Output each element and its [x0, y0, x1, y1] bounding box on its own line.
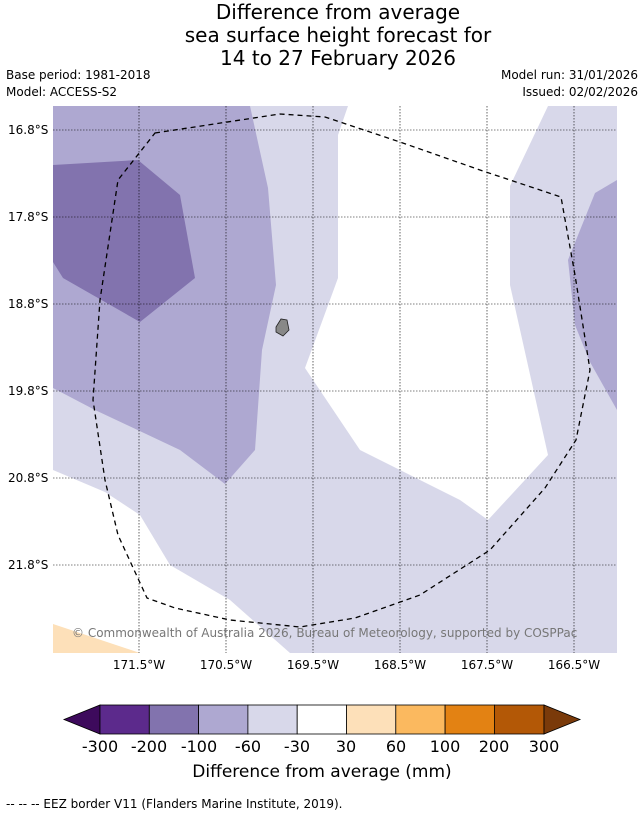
contour-band-plus30: [53, 624, 140, 653]
lon-label: 169.5°W: [286, 658, 340, 672]
lat-label: 16.8°S: [8, 123, 49, 137]
contour-band-zero-east: [305, 106, 617, 520]
colorbar-tick: -100: [180, 737, 218, 756]
colorbar-segment: [444, 704, 495, 735]
colorbar: [62, 704, 582, 735]
lat-label: 17.8°S: [8, 210, 49, 224]
lon-label: 168.5°W: [373, 658, 427, 672]
lon-label: 170.5°W: [199, 658, 253, 672]
footnote: -- -- -- EEZ border V11 (Flanders Marine…: [6, 797, 343, 811]
colorbar-title: Difference from average (mm): [192, 762, 452, 782]
base-period: Base period: 1981-2018: [6, 68, 151, 82]
colorbar-tick: 100: [429, 737, 461, 756]
title-line-2: sea surface height forecast for: [184, 23, 492, 47]
attribution: © Commonwealth of Australia 2026, Bureau…: [72, 626, 578, 640]
colorbar-segment: [493, 704, 545, 735]
colorbar-tick: -30: [283, 737, 311, 756]
lon-label: 166.5°W: [547, 658, 601, 672]
colorbar-tick: 30: [335, 737, 357, 756]
colorbar-segment: [247, 704, 298, 735]
issued-date: Issued: 02/02/2026: [522, 85, 638, 99]
colorbar-tick: -200: [130, 737, 168, 756]
lat-label: 19.8°S: [8, 384, 49, 398]
island-shape: [275, 318, 290, 337]
colorbar-segment: [148, 704, 200, 735]
colorbar-tick: 60: [385, 737, 407, 756]
lat-label: 21.8°S: [8, 558, 49, 572]
colorbar-low-extension: [62, 704, 101, 735]
graticule: [53, 106, 617, 653]
colorbar-tick: -60: [234, 737, 262, 756]
contour-band-minus60-east: [568, 180, 617, 410]
lon-label: 171.5°W: [112, 658, 166, 672]
colorbar-tick: -300: [81, 737, 119, 756]
colorbar-segment: [395, 704, 446, 735]
colorbar-segment: [198, 704, 249, 735]
contour-band-zero-southwest: [53, 470, 290, 653]
lon-label: 167.5°W: [460, 658, 514, 672]
lat-label: 18.8°S: [8, 297, 49, 311]
colorbar-tick: 300: [528, 737, 560, 756]
colorbar-segment: [346, 704, 397, 735]
eez-border: [92, 113, 591, 628]
model-run: Model run: 31/01/2026: [500, 68, 638, 82]
colorbar-tick: 200: [478, 737, 510, 756]
title-line-3: 14 to 27 February 2026: [220, 46, 456, 70]
map-plot-area: [53, 106, 617, 653]
title-line-1: Difference from average: [215, 0, 461, 24]
colorbar-high-extension: [543, 704, 582, 735]
model-name: Model: ACCESS-S2: [6, 85, 118, 99]
lat-label: 20.8°S: [8, 471, 49, 485]
colorbar-segment: [99, 704, 150, 735]
colorbar-segment: [296, 704, 347, 735]
contour-band-minus100: [53, 160, 195, 322]
